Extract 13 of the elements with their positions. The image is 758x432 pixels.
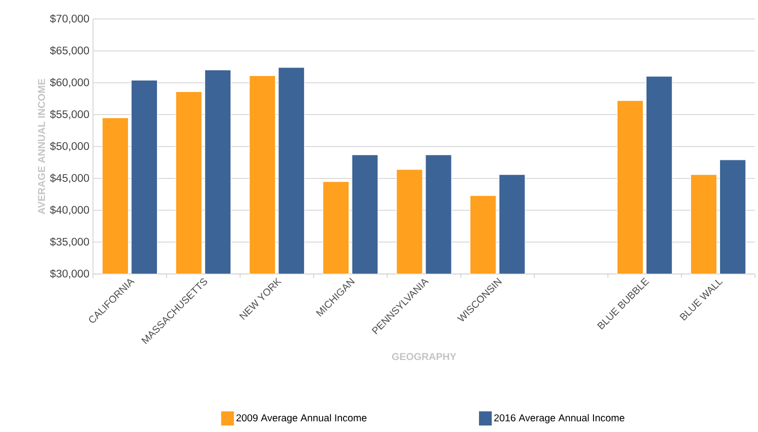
legend-label: 2009 Average Annual Income: [236, 414, 367, 424]
y-tick-label: $45,000: [50, 174, 90, 184]
y-tick-label: $55,000: [50, 110, 90, 120]
x-axis-title: GEOGRAPHY: [392, 353, 456, 360]
y-tick-label: $65,000: [50, 46, 90, 56]
legend-label: 2016 Average Annual Income: [494, 414, 624, 424]
y-tick-label: $35,000: [50, 237, 90, 247]
y-tick-label: $30,000: [50, 269, 90, 279]
y-axis-title: AVERAGE ANNUAL INCOME: [38, 78, 46, 214]
y-tick-label: $70,000: [50, 14, 90, 24]
y-tick-label: $40,000: [50, 205, 90, 216]
y-tick-label: $50,000: [50, 142, 90, 152]
y-tick-label: $60,000: [50, 78, 90, 88]
